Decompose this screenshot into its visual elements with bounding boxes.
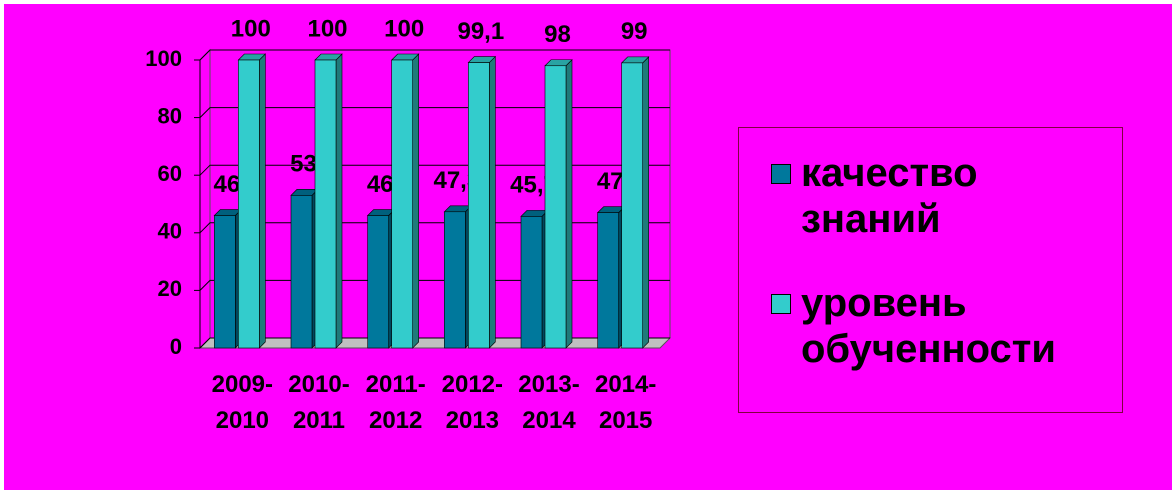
bar-side [335,53,343,349]
y-tick-label: 0 [170,334,182,359]
bar-side [565,59,573,349]
legend-swatch [771,294,791,314]
bar [314,59,337,349]
x-tick-line: 2011 [293,407,345,434]
grid-line [199,107,670,118]
x-tick-line: 2013- [518,371,579,398]
x-tick-line: 2015 [599,407,652,434]
data-label: 99,1 [457,18,504,45]
data-label: 47 [597,168,624,195]
data-label: 98 [544,21,571,48]
bar [468,62,490,349]
x-tick-line: 2012- [442,371,503,398]
data-label: 100 [231,15,271,42]
bar-side [642,56,649,349]
x-tick-line: 2012 [369,407,422,434]
x-tick-line: 2014 [522,407,576,434]
data-label: 53 [290,151,317,178]
data-label: 46 [367,171,394,198]
back-wall [199,48,211,350]
x-tick-label: 2012- 2013 [442,371,503,434]
grid-line [199,164,670,176]
bar [290,195,313,349]
grid-line [199,279,670,291]
x-tick-label: 2011- 2012 [366,371,426,434]
bar [214,215,236,349]
y-tick-label: 60 [158,161,182,186]
chart: 0 20 40 60 80 100 46 100 2009- 2010 53 100 2010- 2011… [4,4,1172,490]
x-tick-label: 2013- 2014 [518,371,579,434]
x-tick-label: 2014- 2015 [595,371,656,434]
bar-side [259,53,266,349]
x-tick-line: 2010- [288,371,349,398]
bar [621,62,643,349]
x-tick-line: 2013 [446,407,499,434]
legend-label: уровень обученности [801,281,1056,371]
y-tick-label: 20 [158,276,182,301]
y-tick-label: 40 [158,219,182,244]
bar [444,211,466,349]
data-label: 99 [621,18,648,45]
bar [520,216,543,349]
bar [391,59,413,349]
grid-line [199,49,670,61]
grid-line [199,222,670,234]
y-tick-label: 100 [145,46,182,71]
grid-line [199,337,670,349]
bar [544,65,567,349]
legend-swatch [771,164,791,184]
y-tick-label: 80 [158,103,182,128]
bar [367,215,389,349]
data-label: 46 [213,171,240,198]
legend: качество знаний уровень обученности [738,127,1123,413]
x-tick-line: 2011- [366,371,426,398]
bar [238,59,260,349]
bar-side [412,53,419,349]
x-tick-label: 2010- 2011 [288,371,349,434]
data-label: 100 [384,15,424,42]
bar-side [489,55,496,349]
legend-label: качество знаний [801,151,978,241]
bar [597,212,619,349]
x-tick-label: 2009- 2010 [212,371,273,434]
data-label: 100 [307,15,347,42]
x-tick-line: 2010 [216,407,269,434]
plot: 0 20 40 60 80 100 46 100 2009- 2010 53 100 2010- 2011… [145,15,672,434]
x-tick-line: 2014- [595,371,656,398]
x-tick-line: 2009- [212,371,273,398]
